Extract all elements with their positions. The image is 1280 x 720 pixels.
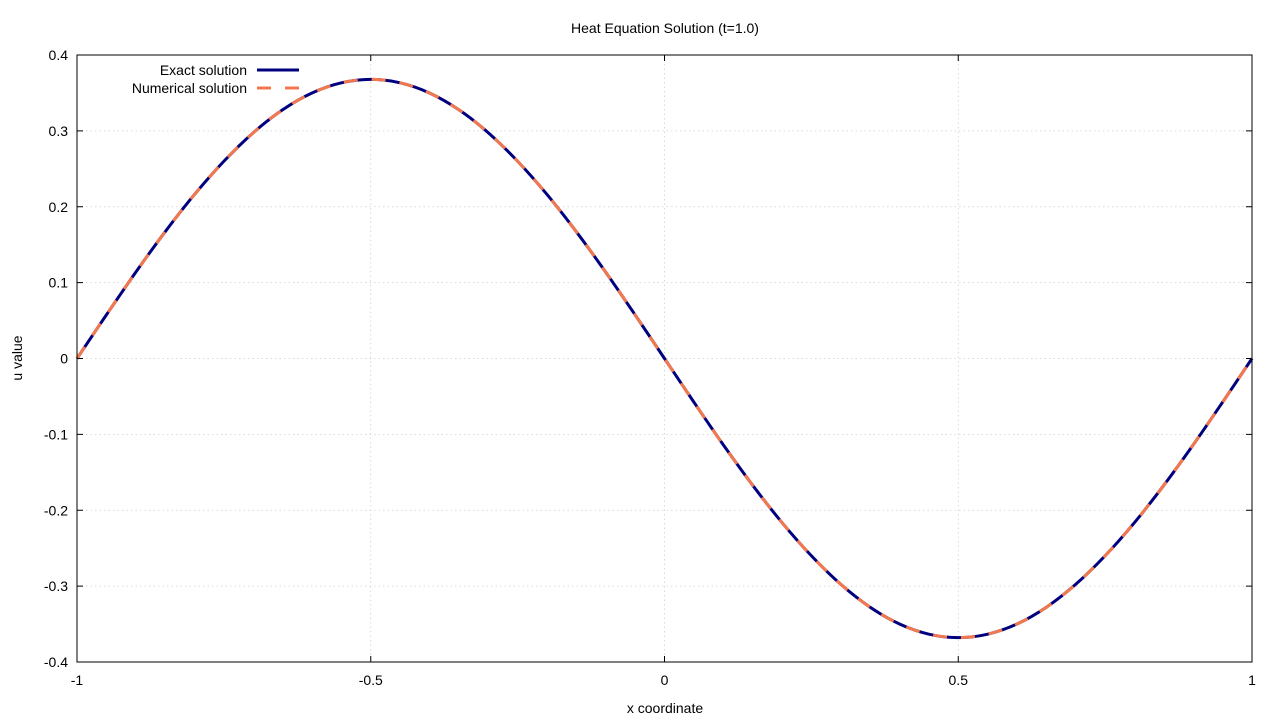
x-tick-label: 1 — [1248, 672, 1256, 688]
y-tick-label: -0.1 — [44, 426, 68, 442]
y-axis-label: u value — [9, 335, 25, 380]
y-tick-label: -0.4 — [44, 654, 68, 670]
x-tick-label: -0.5 — [359, 672, 383, 688]
ticks: -1 -0.5 0 0.5 1 -0.4 -0.3 -0.2 -0.1 0 0.1 0.2 0.3 0.4 — [44, 47, 1256, 688]
y-tick-label: 0 — [60, 351, 68, 367]
y-tick-label: 0.3 — [49, 123, 69, 139]
y-tick-label: -0.2 — [44, 502, 68, 518]
series-line-numerical — [75, 77, 1254, 640]
x-tick-label: -1 — [71, 672, 84, 688]
legend: Exact solution Numerical solution — [132, 62, 299, 96]
x-tick-label: 0.5 — [949, 672, 969, 688]
y-tick-label: 0.2 — [49, 199, 69, 215]
y-tick-label: -0.3 — [44, 578, 68, 594]
x-tick-label: 0 — [661, 672, 669, 688]
y-tick-label: 0.4 — [49, 47, 69, 63]
y-tick-label: 0.1 — [49, 275, 69, 291]
legend-label: Numerical solution — [132, 80, 247, 96]
chart-title: Heat Equation Solution (t=1.0) — [571, 20, 759, 36]
series-layer — [75, 77, 1254, 640]
legend-label: Exact solution — [160, 62, 247, 78]
x-axis-label: x coordinate — [627, 700, 703, 716]
